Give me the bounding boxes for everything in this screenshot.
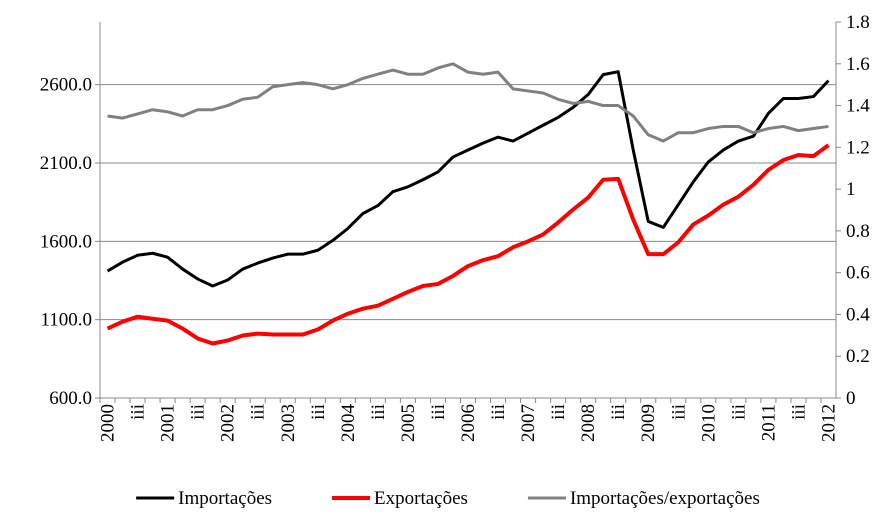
x-tick-label: iii [308, 404, 329, 420]
x-tick-label: 2003 [278, 404, 299, 442]
y2-tick-label: 1.6 [846, 54, 870, 75]
y2-tick-label: 1.8 [846, 12, 870, 33]
legend-label: Importações [178, 488, 272, 509]
x-tick-label: 2007 [518, 404, 539, 442]
x-tick-label: iii [128, 404, 149, 420]
x-tick-label: iii [248, 404, 269, 420]
y2-tick-label: 0.8 [846, 221, 870, 242]
y2-tick-label: 0.2 [846, 346, 870, 367]
x-tick-label: iii [428, 404, 449, 420]
y-tick-label: 1100.0 [40, 310, 92, 331]
y-tick-label: 600.0 [49, 388, 92, 409]
y-tick-label: 2600.0 [40, 75, 92, 96]
x-tick-label: iii [668, 404, 689, 420]
x-tick-label: 2011 [758, 404, 779, 441]
y-tick-label: 2100.0 [40, 153, 92, 174]
x-tick-label: 2001 [158, 404, 179, 442]
y2-tick-label: 0 [846, 388, 856, 409]
x-tick-label: iii [188, 404, 209, 420]
x-tick-label: iii [788, 404, 809, 420]
y2-tick-label: 1.4 [846, 96, 870, 117]
series-line [107, 62, 829, 143]
series-line [106, 143, 830, 346]
x-tick-label: 2000 [98, 404, 119, 442]
x-tick-label: 2006 [458, 404, 479, 442]
x-tick-label: iii [368, 404, 389, 420]
y2-tick-label: 1.2 [846, 137, 870, 158]
y2-tick-label: 0.6 [846, 263, 870, 284]
x-tick-label: iii [548, 404, 569, 420]
x-tick-label: 2004 [338, 404, 359, 443]
x-tick-label: 2008 [578, 404, 599, 442]
x-tick-label: iii [488, 404, 509, 420]
x-tick-label: iii [608, 404, 629, 420]
legend-label: Exportações [374, 488, 468, 509]
y2-tick-label: 1 [846, 179, 856, 200]
x-tick-label: iii [728, 404, 749, 420]
x-tick-label: 2012 [818, 404, 839, 442]
y2-tick-label: 0.4 [846, 304, 870, 325]
y-tick-label: 1600.0 [40, 231, 92, 252]
legend-label: Importações/exportações [570, 488, 760, 509]
x-tick-label: 2002 [218, 404, 239, 442]
x-tick-label: 2005 [398, 404, 419, 442]
x-tick-label: 2009 [638, 404, 659, 442]
x-tick-label: 2010 [698, 404, 719, 442]
series-line [106, 70, 830, 288]
